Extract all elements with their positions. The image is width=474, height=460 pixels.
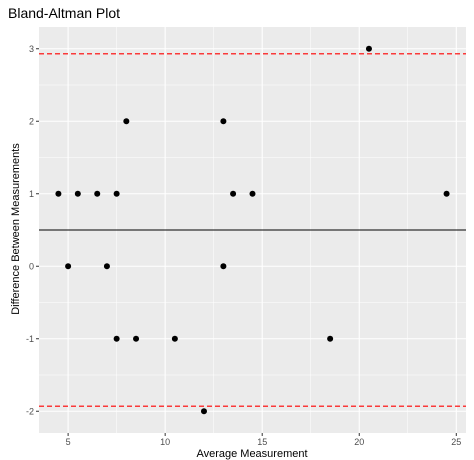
x-axis-label: Average Measurement [196, 448, 307, 460]
x-tick-label: 25 [451, 437, 461, 447]
data-point [249, 190, 256, 197]
x-tick-label: 10 [160, 437, 170, 447]
data-point [113, 335, 120, 342]
data-point [74, 190, 81, 197]
data-point [220, 263, 227, 270]
y-tick-label: 0 [29, 261, 34, 271]
data-point [94, 190, 101, 197]
y-tick-label: -2 [26, 406, 34, 416]
x-tick-label: 20 [354, 437, 364, 447]
chart-title: Bland-Altman Plot [8, 5, 120, 21]
y-axis-ticks: -2 -1 0 1 2 3 [26, 44, 39, 416]
data-point [365, 45, 372, 52]
plot-panel [39, 27, 466, 433]
y-tick-label: 3 [29, 44, 34, 54]
y-tick-label: 2 [29, 116, 34, 126]
data-point [103, 263, 110, 270]
data-point [133, 335, 140, 342]
data-point [55, 190, 62, 197]
x-tick-label: 15 [257, 437, 267, 447]
data-point [327, 335, 334, 342]
data-point [113, 190, 120, 197]
y-axis-label: Difference Between Measurements [10, 143, 22, 315]
y-tick-label: -1 [26, 334, 34, 344]
data-point [65, 263, 72, 270]
data-point [171, 335, 178, 342]
x-tick-label: 5 [66, 437, 71, 447]
data-point [220, 118, 227, 125]
data-point [200, 408, 207, 415]
x-axis-ticks: 5 10 15 20 25 [66, 433, 461, 447]
data-point [443, 190, 450, 197]
data-point [123, 118, 130, 125]
y-tick-label: 1 [29, 189, 34, 199]
data-point [230, 190, 237, 197]
